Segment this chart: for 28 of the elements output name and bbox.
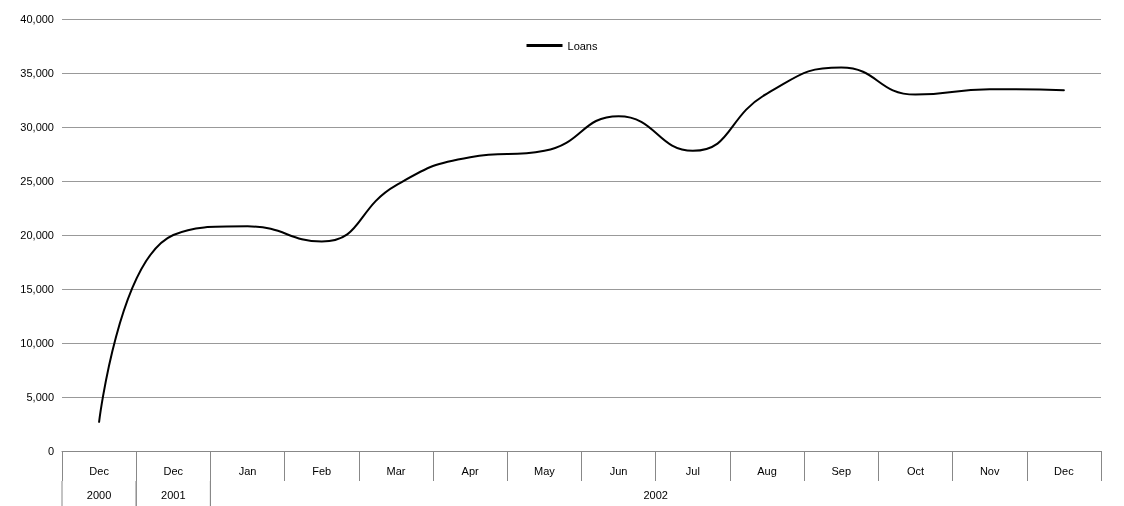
x-tick-label: Dec	[89, 464, 110, 477]
text: 2000	[86, 489, 112, 501]
x-tick-label: Dec	[1054, 464, 1075, 477]
legend-label: Loans	[567, 39, 598, 52]
x-tick-label: Feb	[312, 464, 332, 477]
text: 2002	[643, 489, 668, 501]
x-tick-label: Jan	[238, 464, 257, 477]
x-tick-label: Nov	[979, 464, 1000, 477]
y-tick-label: 40,000	[20, 13, 54, 25]
y-tick-label: 0	[47, 445, 54, 457]
y-tick-label: 10,000	[20, 337, 54, 349]
y-tick-label: 5,000	[26, 391, 54, 403]
y-tick-label: 15,000	[20, 283, 54, 295]
x-tick-label: Jun	[609, 464, 628, 477]
x-tick-label: May	[534, 464, 556, 477]
line-series	[98, 66, 1065, 423]
x-tick-label: Mar	[386, 464, 406, 477]
x-tick-label: Sep	[831, 464, 852, 477]
x-tick-label: Oct	[906, 464, 925, 477]
y-tick-label: 35,000	[20, 67, 54, 79]
y-tick-label: 20,000	[20, 229, 54, 241]
x-tick-label: Aug	[757, 464, 777, 477]
text: 2001	[161, 489, 186, 501]
x-tick-label: Dec	[163, 464, 184, 477]
y-tick-label: 25,000	[20, 175, 54, 187]
x-tick-label: Jul	[685, 464, 700, 477]
y-tick-label: 30,000	[20, 121, 54, 133]
x-tick-label: Apr	[461, 464, 480, 477]
